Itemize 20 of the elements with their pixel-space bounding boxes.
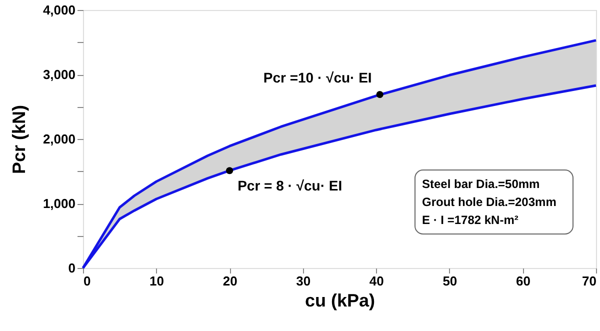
y-tick-label: 2,000 [42, 132, 76, 146]
y-tick-label: 4,000 [42, 2, 76, 18]
x-axis-title: cu (kPa) [304, 290, 376, 310]
x-tick-label: 70 [582, 274, 596, 288]
y-tick-label: 1,000 [42, 196, 76, 211]
x-tick-label: 60 [516, 274, 530, 288]
annotation: Steel bar Dia.=50mm [422, 177, 540, 191]
y-tick-label: 3,000 [42, 67, 76, 82]
annotation: Pcr =10 · √cu· EI [263, 69, 372, 86]
x-tick-label: 0 [84, 274, 91, 288]
y-axis-title: Pcr (kN) [8, 104, 29, 174]
x-tick-label: 20 [222, 274, 238, 288]
annotation: Pcr = 8 · √cu· EI [238, 178, 342, 194]
x-tick-label: 10 [150, 274, 164, 288]
y-tick-label: 0 [68, 260, 76, 276]
x-tick-label: 40 [369, 274, 384, 288]
x-tick-label: 50 [442, 274, 458, 288]
annotation: E · I =1782 kN-m² [422, 213, 518, 227]
x-tick-label: 30 [296, 274, 311, 288]
annotation: Grout hole Dia.=203mm [422, 195, 556, 209]
